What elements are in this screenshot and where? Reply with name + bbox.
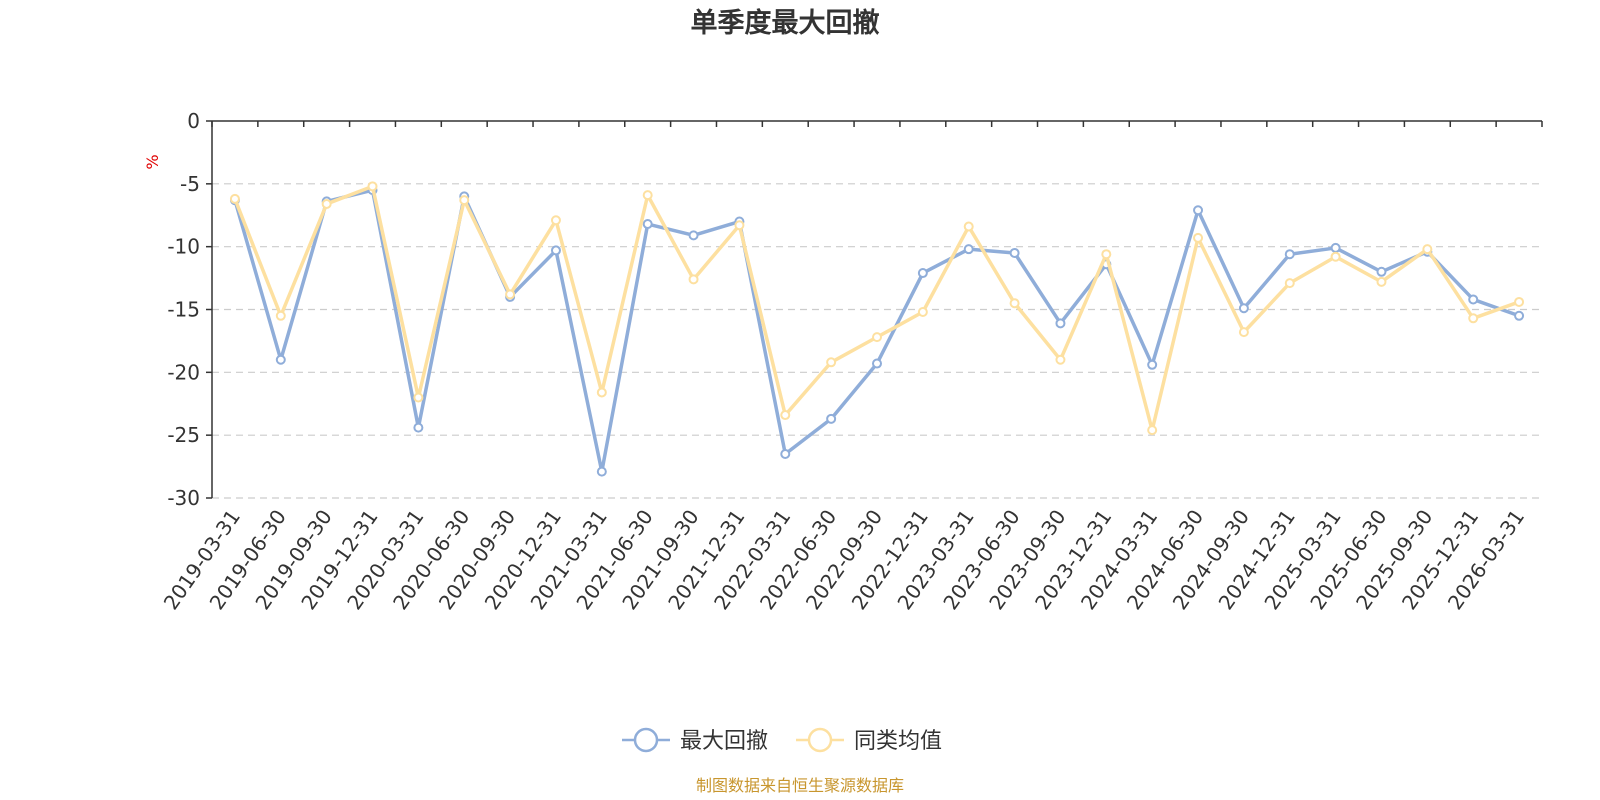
data-point[interactable] (826, 357, 837, 368)
data-point[interactable] (1009, 298, 1020, 309)
data-point[interactable] (1193, 232, 1204, 243)
data-point[interactable] (917, 268, 928, 279)
series-0 (229, 185, 1525, 477)
data-point[interactable] (1009, 247, 1020, 258)
data-point[interactable] (780, 449, 791, 460)
data-point[interactable] (963, 221, 974, 232)
data-point[interactable] (688, 230, 699, 241)
data-point[interactable] (1376, 276, 1387, 287)
series-line (233, 184, 1520, 432)
data-point[interactable] (872, 358, 882, 369)
data-point[interactable] (1193, 205, 1204, 216)
data-point[interactable] (275, 354, 286, 365)
data-point[interactable] (1422, 244, 1433, 255)
legend-circle-icon (633, 727, 659, 753)
data-point[interactable] (1238, 327, 1249, 338)
y-axis-unit: % (143, 154, 162, 169)
source-note: 制图数据来自恒生聚源数据库 (696, 776, 904, 795)
grid-lines (212, 183, 1542, 499)
data-point[interactable] (1468, 294, 1479, 305)
data-point[interactable] (1147, 425, 1158, 436)
data-point[interactable] (550, 215, 561, 226)
series-line (233, 188, 1520, 474)
data-point[interactable] (550, 245, 561, 256)
data-point[interactable] (413, 392, 424, 403)
data-point[interactable] (275, 310, 286, 321)
data-point[interactable] (596, 387, 607, 398)
data-point[interactable] (413, 422, 424, 433)
data-point[interactable] (1330, 242, 1341, 253)
legend-item[interactable]: 最大回撤 (622, 727, 768, 754)
data-point[interactable] (780, 410, 791, 421)
data-point[interactable] (1514, 296, 1525, 307)
series-group (229, 181, 1525, 477)
data-point[interactable] (917, 307, 928, 318)
data-point[interactable] (734, 220, 745, 231)
y-tick-label: -20 (167, 360, 200, 384)
legend-item[interactable]: 同类均值 (796, 727, 942, 754)
data-point[interactable] (826, 413, 837, 424)
data-point[interactable] (505, 289, 516, 300)
data-point[interactable] (1468, 313, 1479, 324)
data-point[interactable] (642, 219, 653, 230)
data-point[interactable] (1147, 359, 1158, 370)
data-point[interactable] (321, 198, 332, 209)
data-point[interactable] (1055, 318, 1066, 329)
legend-label: 最大回撤 (680, 729, 768, 754)
y-axis-ticks: 0 -5 -10 -15 -20 -25 -30 (167, 109, 212, 510)
data-point[interactable] (596, 466, 607, 477)
data-point[interactable] (688, 274, 699, 285)
y-tick-label: 0 (187, 109, 200, 133)
data-point[interactable] (1238, 303, 1249, 314)
data-point[interactable] (1514, 310, 1525, 321)
y-tick-label: -25 (167, 423, 200, 447)
legend[interactable]: 最大回撤 同类均值 (622, 727, 942, 754)
data-point[interactable] (872, 332, 882, 343)
data-point[interactable] (1376, 266, 1387, 277)
data-point[interactable] (459, 195, 470, 206)
data-point[interactable] (229, 193, 240, 204)
data-point[interactable] (1330, 251, 1341, 262)
y-tick-label: -30 (167, 486, 200, 510)
y-tick-label: -15 (167, 298, 200, 322)
legend-label: 同类均值 (854, 729, 942, 754)
x-axis-ticks: 2019-03-312019-06-302019-09-302019-12-31… (159, 121, 1543, 614)
data-point[interactable] (1101, 249, 1112, 260)
y-tick-label: -10 (167, 235, 200, 259)
y-tick-label: -5 (180, 172, 200, 196)
legend-circle-icon (807, 727, 833, 753)
data-point[interactable] (642, 190, 653, 201)
chart-title: 单季度最大回撤 (691, 7, 880, 39)
data-point[interactable] (1284, 249, 1295, 260)
data-point[interactable] (1055, 354, 1066, 365)
series-1 (229, 181, 1525, 436)
data-point[interactable] (963, 244, 974, 255)
data-point[interactable] (367, 181, 378, 192)
data-point[interactable] (1284, 278, 1295, 289)
